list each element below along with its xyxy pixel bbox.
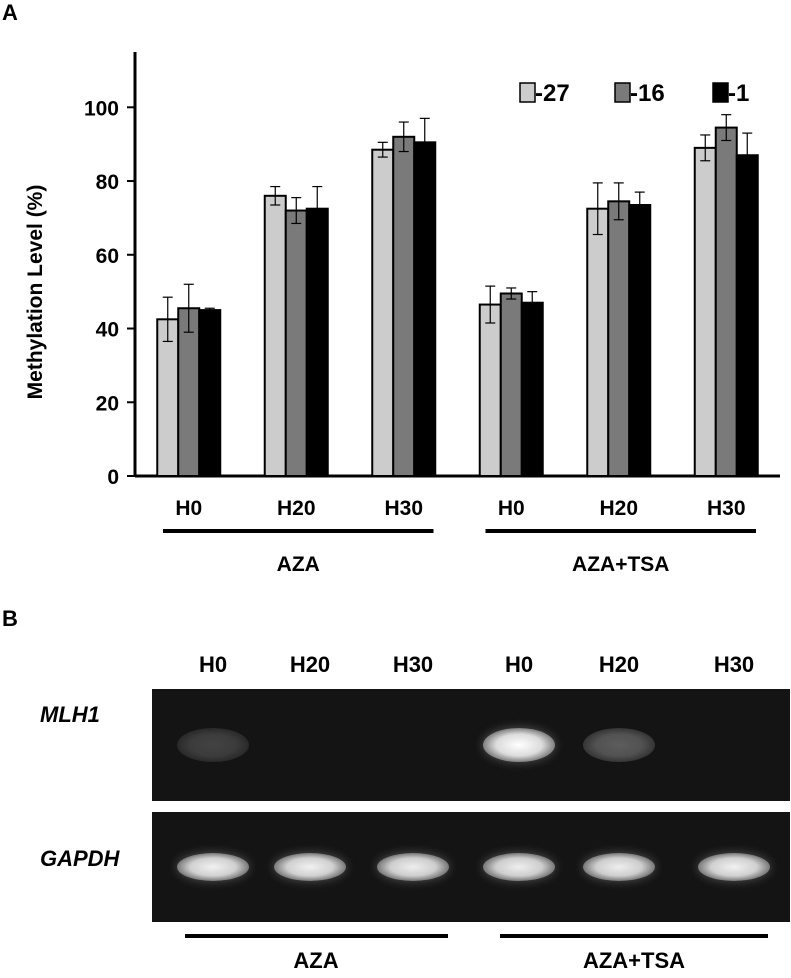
gel-group-label-aza: AZA	[293, 948, 339, 973]
gel-group-underline-aza-tsa	[500, 934, 768, 938]
y-tick-label: 40	[96, 319, 119, 342]
gel-image-mlh1	[152, 689, 790, 801]
bars	[156, 114, 759, 478]
y-tick-label: 60	[96, 245, 119, 268]
legend-label: -27	[535, 80, 570, 107]
gel-band-GAPDH-H0	[177, 853, 249, 881]
gel-lane-label: H30	[713, 652, 755, 677]
x-tick-label: H0	[175, 497, 202, 520]
group-labels: AZA AZA+TSA	[163, 529, 756, 576]
y-tick-label: 100	[84, 97, 119, 120]
group-label: AZA	[277, 553, 320, 576]
bar--27-H0	[478, 303, 502, 477]
gel-band-GAPDH-H30	[377, 853, 449, 881]
y-ticks: 0 20 40 60 80 100	[84, 97, 135, 489]
legend-swatch	[614, 82, 631, 103]
bar--16-H20	[607, 200, 631, 477]
gel-band-GAPDH-H20	[274, 853, 346, 881]
bar--27-H20	[263, 194, 287, 478]
legend: -27 -16 -1	[519, 80, 749, 107]
bar--1-H30	[413, 141, 437, 477]
x-tick-label: H30	[384, 497, 423, 520]
gel-band-GAPDH-H20	[583, 853, 655, 881]
bar--1-H30	[735, 154, 759, 478]
group-label: AZA+TSA	[572, 553, 669, 576]
gel-lane-label: H20	[289, 652, 331, 677]
bar--16-H0	[177, 307, 201, 477]
gel-band-GAPDH-H0	[483, 853, 555, 881]
gel-row-label-gapdh: GAPDH	[40, 846, 120, 871]
y-tick-label: 20	[96, 392, 119, 415]
y-tick-label: 0	[107, 466, 119, 489]
bar--27-H30	[371, 148, 395, 477]
gel-band-MLH1-H0	[177, 728, 249, 762]
bar--16-H30	[392, 135, 416, 478]
bar--1-H0	[198, 309, 222, 477]
x-tick-label: H30	[707, 497, 746, 520]
gel-lane-label: H0	[198, 652, 228, 677]
gel-row-label-mlh1: MLH1	[40, 702, 100, 727]
gel-group-underline-aza	[185, 934, 448, 938]
bar--27-H20	[586, 207, 610, 477]
x-tick-label: H20	[599, 497, 638, 520]
x-tick-labels: H0 H20 H30 H0 H20 H30	[175, 497, 745, 520]
bar--16-H30	[714, 126, 738, 477]
bar--1-H20	[305, 207, 329, 477]
bar--16-H20	[284, 209, 308, 477]
bar--16-H0	[499, 292, 523, 478]
gel-band-MLH1-H0	[483, 728, 555, 762]
gel-lane-label: H0	[504, 652, 534, 677]
y-tick-label: 80	[96, 171, 119, 194]
x-tick-label: H0	[498, 497, 525, 520]
bar--1-H0	[520, 301, 544, 477]
legend-swatch	[519, 82, 536, 103]
gel-band-GAPDH-H30	[698, 853, 770, 881]
y-axis-label: Methylation Level (%)	[24, 185, 47, 400]
methylation-bar-chart: 0 20 40 60 80 100 H0 H20 H30 H0 H20 H30 AZA AZA+TSA…	[24, 52, 780, 576]
bar--1-H20	[628, 204, 652, 477]
gel-image-gapdh	[152, 812, 790, 922]
gel-lane-label: H20	[598, 652, 640, 677]
x-tick-label: H20	[277, 497, 316, 520]
legend-label: -1	[728, 80, 749, 107]
legend-label: -16	[630, 80, 665, 107]
gel-band-MLH1-H20	[583, 728, 655, 762]
legend-swatch	[712, 82, 729, 103]
gel-lane-label: H30	[392, 652, 434, 677]
panel-a-label: A	[2, 0, 18, 25]
bar--27-H30	[693, 146, 717, 477]
gel-group-label-aza-tsa: AZA+TSA	[582, 948, 686, 973]
panel-b-label: B	[2, 606, 18, 631]
bar--27-H0	[156, 318, 180, 477]
